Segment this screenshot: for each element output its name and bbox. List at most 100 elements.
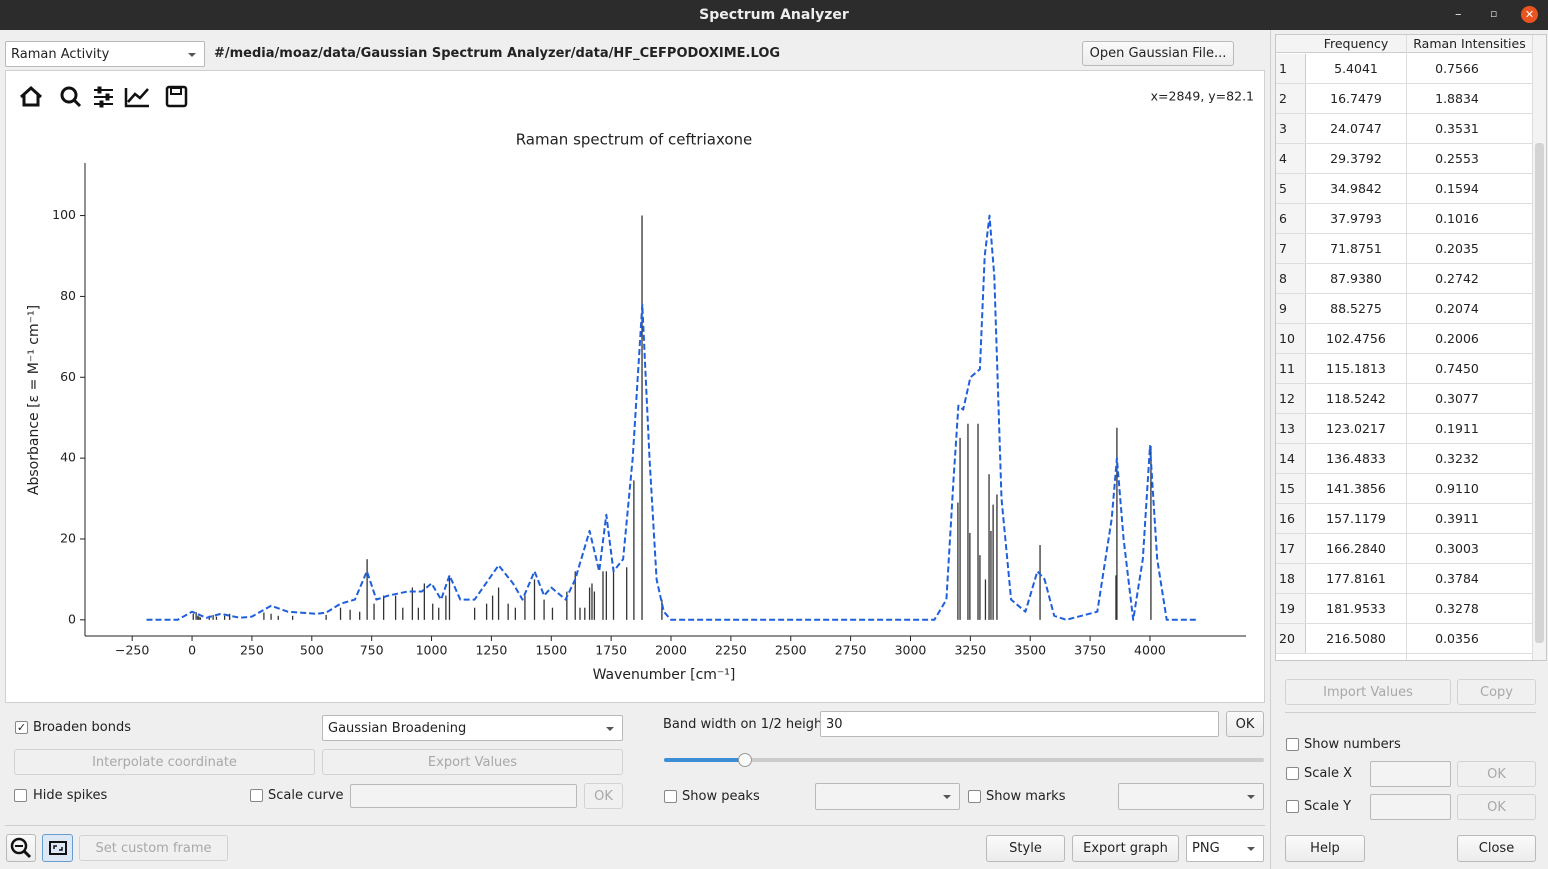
x-tick-label: 1500: [535, 643, 567, 658]
broadening-combo[interactable]: Gaussian Broadening: [322, 715, 623, 741]
export-graph-button[interactable]: Export graph: [1072, 835, 1179, 862]
x-tick-label: 2500: [775, 643, 807, 658]
row-header-bg: [1276, 534, 1306, 563]
cell: 177.8161: [1326, 571, 1386, 586]
style-button[interactable]: Style: [986, 835, 1065, 862]
scale-x-input[interactable]: [1370, 761, 1451, 787]
cell: 0.2553: [1435, 151, 1479, 166]
scale-x-checkbox[interactable]: [1286, 767, 1299, 780]
row-number: 5: [1279, 181, 1287, 196]
ok-label: OK: [1235, 716, 1255, 732]
scale-curve-ok[interactable]: OK: [584, 783, 623, 809]
scroll-thumb[interactable]: [1535, 143, 1544, 643]
cell: 0.3911: [1435, 511, 1479, 526]
marks-combo[interactable]: [1118, 783, 1264, 810]
window-title: Spectrum Analyzer: [699, 7, 849, 23]
cell: 115.1813: [1326, 361, 1386, 376]
format: PNG: [1192, 841, 1220, 856]
row-line: [1276, 203, 1532, 204]
band-width-value: 30: [826, 716, 843, 732]
title-bar: Spectrum Analyzer: [0, 0, 1548, 30]
close-button[interactable]: Close: [1457, 835, 1536, 862]
row-header-bg: [1276, 624, 1306, 653]
frame-button[interactable]: [42, 834, 73, 862]
nav-toolbar[interactable]: [19, 85, 188, 108]
peaks-combo[interactable]: [815, 783, 960, 810]
maximize[interactable]: ▫: [1490, 7, 1498, 20]
x-tick-label: 750: [360, 643, 384, 658]
cell: 0.1911: [1435, 421, 1479, 436]
cell: 0.3531: [1435, 121, 1479, 136]
cell: 1.8834: [1435, 91, 1479, 106]
show-numbers-checkbox[interactable]: [1286, 738, 1299, 751]
broaden-checkbox[interactable]: ✓: [15, 721, 28, 734]
row-line: [1276, 383, 1532, 384]
scale-y-input[interactable]: [1370, 794, 1451, 820]
row-number: 4: [1279, 151, 1287, 166]
mode-combo[interactable]: Raman Activity: [5, 41, 205, 67]
row-header-bg: [1276, 594, 1306, 623]
slider-track[interactable]: [664, 758, 1264, 762]
row-number: 17: [1279, 541, 1295, 556]
broadening-type: Gaussian Broadening: [328, 720, 467, 736]
x-tick-label: −250: [115, 643, 149, 658]
export-values-button[interactable]: Export Values: [322, 749, 623, 775]
format-combo[interactable]: PNG: [1186, 835, 1264, 862]
row-number: 12: [1279, 391, 1295, 406]
column-header: Frequency: [1323, 36, 1389, 51]
scrollbar[interactable]: [1532, 35, 1546, 660]
interpolate-label: Interpolate coordinate: [92, 754, 237, 770]
band-width-input[interactable]: 30: [820, 711, 1219, 737]
interpolate-button[interactable]: Interpolate coordinate: [14, 749, 315, 775]
row-line: [1276, 293, 1532, 294]
cell: 0.9110: [1435, 481, 1479, 496]
x-tick-label: 2250: [715, 643, 747, 658]
x-tick-label: 3750: [1074, 643, 1106, 658]
band-width-ok[interactable]: OK: [1226, 711, 1264, 737]
row-line: [1276, 443, 1532, 444]
cell: 166.2840: [1326, 541, 1386, 556]
show-peaks-checkbox[interactable]: [664, 790, 677, 803]
custom-frame-button[interactable]: Set custom frame: [79, 835, 228, 861]
cell: 181.9533: [1326, 601, 1386, 616]
close-window[interactable]: ✕: [1521, 6, 1538, 23]
broadened-curve: [146, 214, 1198, 621]
row-line: [1276, 353, 1532, 354]
y-tick-label: 60: [60, 369, 76, 384]
scale-y-checkbox[interactable]: [1286, 800, 1299, 813]
row-number: 11: [1279, 361, 1295, 376]
help-button[interactable]: Help: [1285, 835, 1365, 862]
scale-curve-label: Scale curve: [268, 788, 344, 803]
x-tick-label: 3500: [1014, 643, 1046, 658]
import-button[interactable]: Import Values: [1285, 679, 1451, 705]
row-number: 14: [1279, 451, 1295, 466]
slider-handle[interactable]: [738, 753, 752, 767]
row-number: 8: [1279, 271, 1287, 286]
scale-y-ok[interactable]: OK: [1457, 794, 1536, 820]
x-tick-label: 3000: [895, 643, 927, 658]
band-width-label: Band width on 1/2 height: [663, 717, 828, 732]
hide-spikes-checkbox[interactable]: [14, 789, 27, 802]
show-marks-label: Show marks: [986, 789, 1066, 804]
scale-x-ok[interactable]: OK: [1457, 761, 1536, 787]
export-graph-label: Export graph: [1083, 841, 1168, 856]
zoom-icon: [10, 837, 32, 859]
cell: 0.7450: [1435, 361, 1479, 376]
copy-button[interactable]: Copy: [1457, 679, 1536, 705]
row-line: [1276, 143, 1532, 144]
x-tick-label: 250: [240, 643, 264, 658]
style-label: Style: [1009, 841, 1042, 856]
row-number: 3: [1279, 121, 1287, 136]
cell: 0.2742: [1435, 271, 1479, 286]
zoom-out-button[interactable]: [6, 834, 36, 862]
show-marks-checkbox[interactable]: [968, 790, 981, 803]
broaden-label: Broaden bonds: [33, 720, 131, 735]
minimize[interactable]: –: [1455, 7, 1462, 22]
scale-curve-checkbox[interactable]: [250, 789, 263, 802]
row-header-bg: [1276, 204, 1306, 233]
open-button[interactable]: Open Gaussian File...: [1082, 41, 1234, 66]
row-line: [1276, 113, 1532, 114]
copy-label: Copy: [1480, 684, 1513, 700]
scale-curve-input[interactable]: [350, 784, 577, 808]
